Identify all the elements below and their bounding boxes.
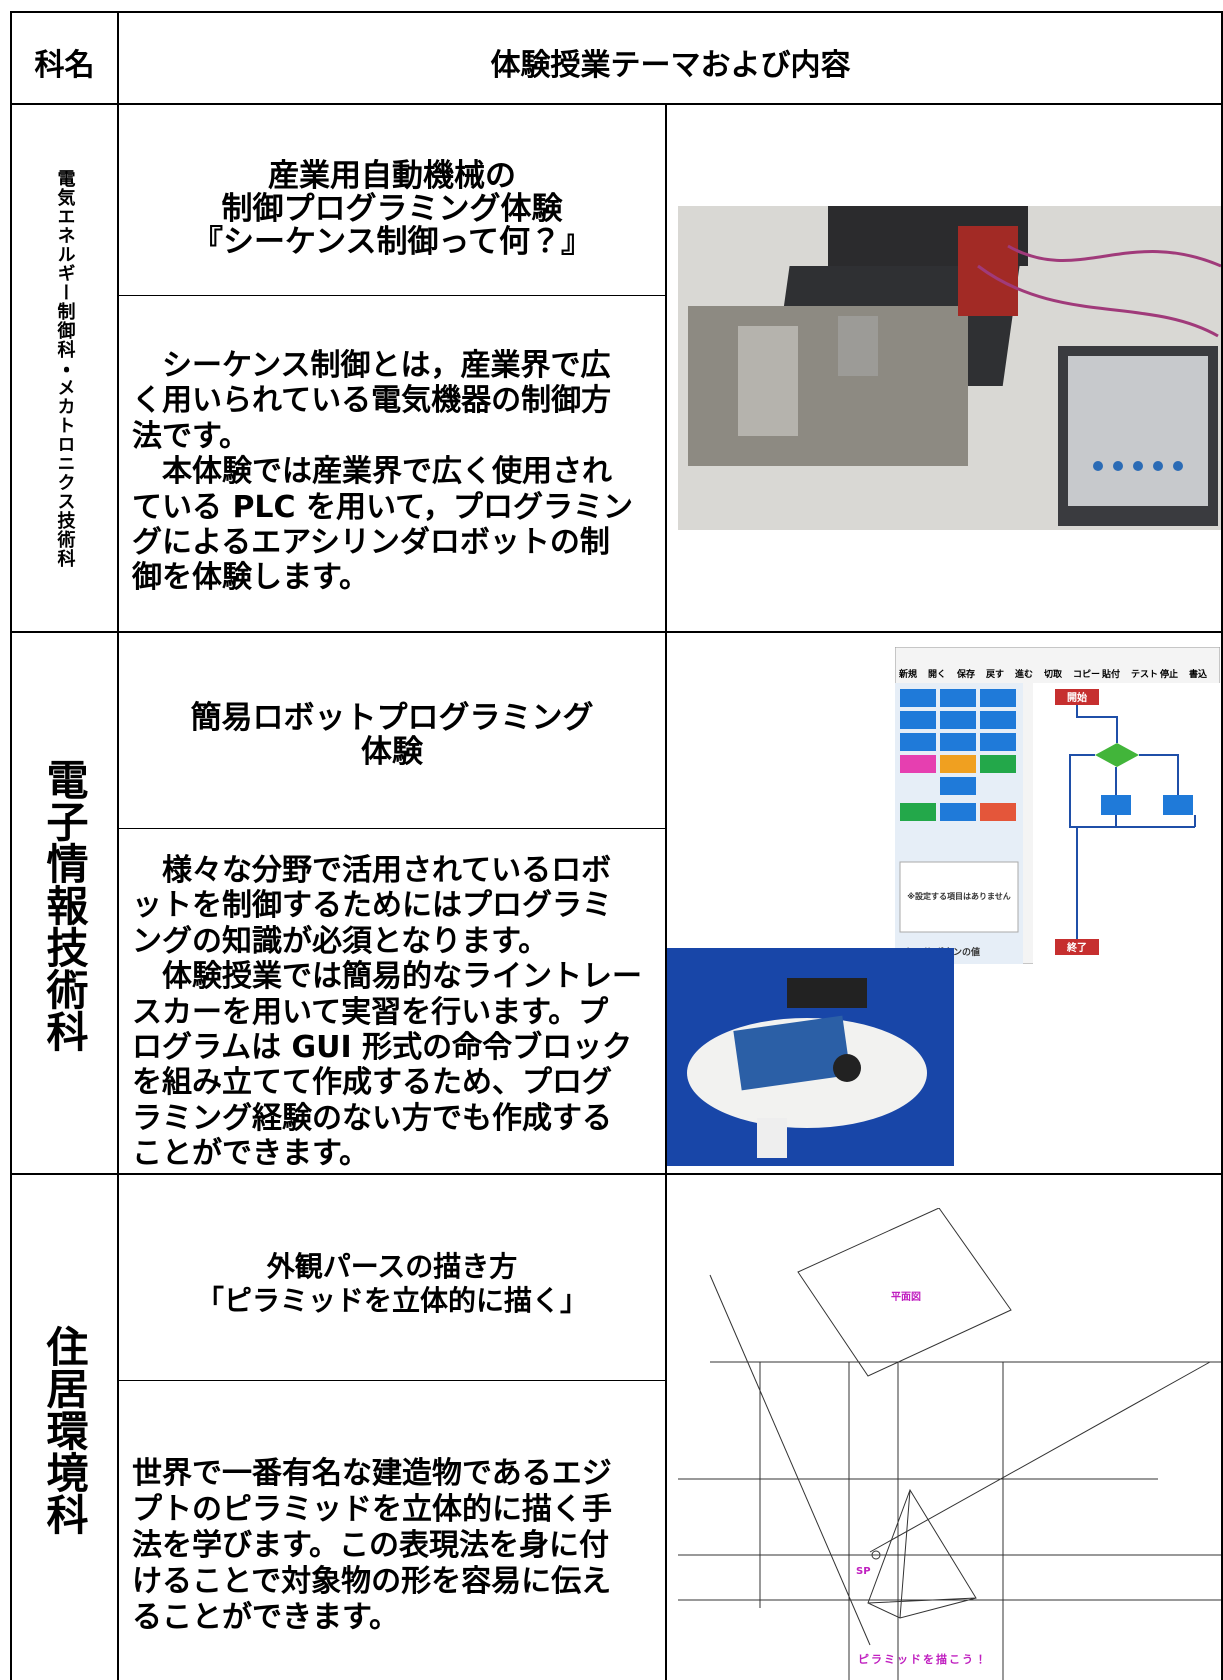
image-label: 貼付 bbox=[1101, 668, 1120, 680]
robot-photo bbox=[667, 948, 954, 1166]
row-description: く用いられている電気機器の制御方 bbox=[132, 383, 612, 419]
border bbox=[118, 828, 666, 829]
image-label: 開始 bbox=[1067, 691, 1087, 704]
header-cell: 体験授業テーマおよび内容 bbox=[490, 48, 851, 83]
image-label: テスト bbox=[1131, 669, 1158, 680]
row-description: 世界で一番有名な建造物であるエジ bbox=[132, 1456, 612, 1491]
border bbox=[11, 631, 1223, 633]
row-description: ラミング経験のない方でも作成する bbox=[132, 1100, 612, 1136]
border bbox=[11, 1173, 1223, 1175]
image-label: 進む bbox=[1015, 668, 1033, 680]
image-label: ※設定する項目はありません bbox=[907, 891, 1011, 901]
row-description: ットを制御するためにはプログラミ bbox=[132, 888, 612, 924]
header-cell: 科名 bbox=[34, 48, 95, 83]
image-label: 切取 bbox=[1044, 669, 1063, 680]
row-description: 法を学びます。この表現法を身に付 bbox=[132, 1528, 609, 1563]
image-label: 新規 bbox=[898, 668, 917, 680]
image-label: 書込 bbox=[1189, 668, 1208, 680]
image-label: 平面図 bbox=[891, 1291, 921, 1303]
row-description: 様々な分野で活用されているロボ bbox=[132, 853, 612, 888]
border bbox=[118, 1380, 666, 1381]
image-label: 終了 bbox=[1066, 941, 1087, 954]
row-title: 体験 bbox=[361, 734, 423, 770]
image-label: 開く bbox=[928, 669, 946, 680]
image-label: 戻す bbox=[985, 669, 1004, 680]
row-description: スカーを用いて実習を行います。プ bbox=[132, 994, 609, 1030]
image-label: コピー bbox=[1073, 668, 1100, 680]
row-description: 御を体験します。 bbox=[132, 560, 369, 596]
row-title: 制御プログラミング体験 bbox=[221, 191, 563, 227]
row-title: 外観パースの描き方 bbox=[266, 1250, 518, 1283]
row-description: 本体験では産業界で広く使用され bbox=[132, 454, 612, 490]
row-description: ングの知識が必須となります。 bbox=[132, 923, 549, 959]
border bbox=[118, 295, 666, 296]
row-description: ことができます。 bbox=[132, 1136, 369, 1172]
border bbox=[11, 103, 1223, 105]
row-description: を組み立てて作成するため、プログ bbox=[132, 1065, 612, 1101]
row-description: けることで対象物の形を容易に伝え bbox=[132, 1564, 612, 1599]
department: 電気エネルギー制御科・メカトロニクス技術科 bbox=[54, 168, 76, 568]
border bbox=[665, 104, 667, 1680]
image-label: 保存 bbox=[956, 668, 975, 680]
row-description: グによるエアシリンダロボットの制 bbox=[132, 525, 610, 560]
row-title: 「ピラミッドを立体的に描く」 bbox=[195, 1284, 588, 1317]
image-label: 停止 bbox=[1159, 668, 1178, 680]
row-description: シーケンス制御とは，産業界で広 bbox=[132, 348, 611, 383]
row-description: 体験授業では簡易的なライントレー bbox=[132, 959, 642, 995]
row-description: 法です。 bbox=[132, 418, 249, 454]
department: 住居環境科 bbox=[40, 1325, 89, 1535]
row-title: 『シーケンス制御って何？』 bbox=[192, 224, 592, 260]
image-label: SP bbox=[856, 1566, 871, 1577]
row-title: 産業用自動機械の bbox=[268, 158, 516, 194]
row-description: ている PLC を用いて，プログラミン bbox=[132, 489, 634, 525]
border bbox=[1221, 11, 1223, 1680]
row-title: 簡易ロボットプログラミング bbox=[190, 700, 594, 736]
border bbox=[10, 11, 12, 1680]
machine-photo bbox=[678, 206, 1221, 530]
border bbox=[11, 11, 1223, 13]
row-description: ることができます。 bbox=[132, 1600, 399, 1635]
pyramid-drawing: 平面図 SP ピラミッドを描こう！ bbox=[678, 1208, 1221, 1680]
image-label: ピラミッドを描こう！ bbox=[858, 1652, 988, 1666]
row-description: ログラムは GUI 形式の命令ブロック bbox=[132, 1030, 633, 1065]
department: 電子情報技術科 bbox=[40, 758, 89, 1052]
border bbox=[117, 11, 119, 1680]
row-description: プトのピラミッドを立体的に描く手 bbox=[132, 1492, 612, 1527]
